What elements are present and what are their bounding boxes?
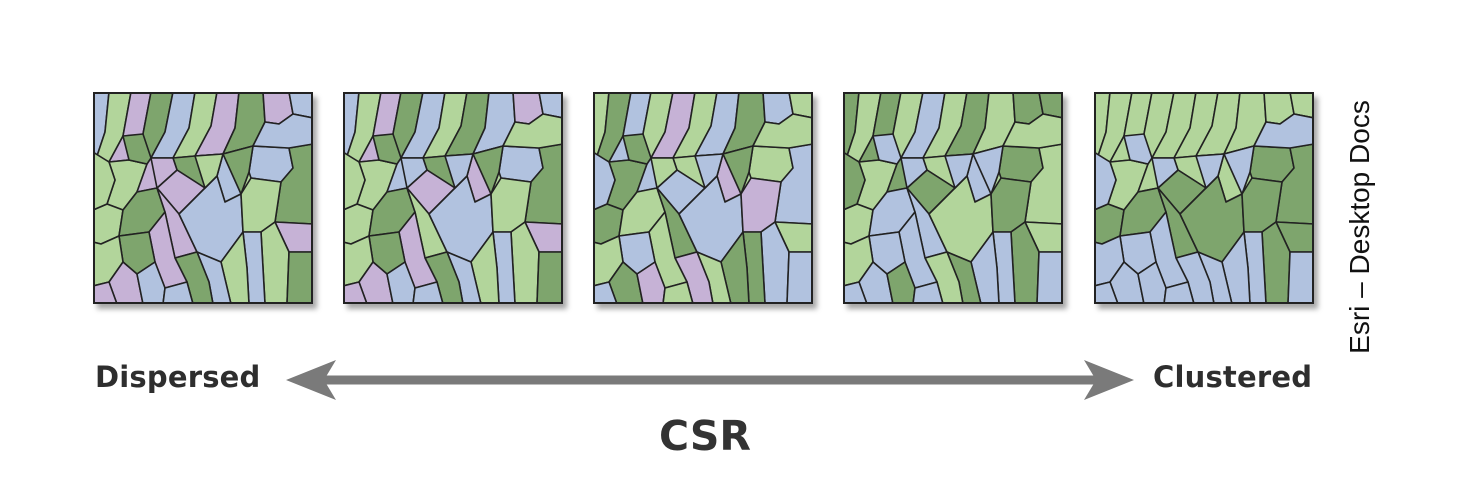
mosaic-polygon bbox=[1195, 153, 1225, 189]
mosaic-polygon bbox=[400, 157, 428, 189]
mosaic-svg bbox=[93, 92, 313, 304]
mosaic-polygon bbox=[536, 251, 563, 304]
mosaic-polygon bbox=[944, 153, 974, 189]
mosaic-polygon bbox=[622, 133, 652, 165]
mosaic-polygon bbox=[843, 151, 866, 211]
mosaic-polygon bbox=[608, 261, 644, 304]
mosaic-polygon bbox=[752, 113, 813, 149]
mosaic-polygon bbox=[858, 261, 894, 304]
mosaic-border bbox=[343, 92, 563, 304]
mosaic-polygon bbox=[222, 145, 254, 195]
pattern-panel-dispersed-moderate bbox=[343, 92, 563, 304]
mosaic-polygon bbox=[1094, 281, 1119, 304]
mosaic-polygon bbox=[786, 251, 813, 304]
mosaic-border bbox=[1094, 92, 1314, 304]
mosaic-polygon bbox=[593, 151, 616, 211]
mosaic-polygon bbox=[662, 281, 694, 304]
mosaic-polygon bbox=[1223, 145, 1255, 195]
mosaic-polygon bbox=[444, 153, 474, 189]
arrow-head-right bbox=[1084, 360, 1134, 400]
mosaic-border bbox=[843, 92, 1063, 304]
mosaic-border bbox=[93, 92, 313, 304]
mosaic-polygon bbox=[900, 157, 928, 189]
pattern-panel-dispersed bbox=[93, 92, 313, 304]
mosaic-svg bbox=[593, 92, 813, 304]
pattern-panel-clustered bbox=[1094, 92, 1314, 304]
mosaic-polygon bbox=[93, 151, 116, 211]
mosaic-polygon bbox=[1038, 92, 1063, 119]
mosaic-polygon bbox=[412, 281, 444, 304]
mosaic-polygon bbox=[288, 92, 313, 119]
arrow-head-left bbox=[286, 360, 336, 400]
mosaic-polygon bbox=[286, 251, 313, 304]
mosaic-polygon bbox=[372, 133, 402, 165]
mosaic-polygon bbox=[93, 281, 118, 304]
mosaic-polygon bbox=[472, 145, 504, 195]
mosaic-polygon bbox=[343, 151, 366, 211]
mosaic-svg bbox=[1094, 92, 1314, 304]
mosaic-polygon bbox=[593, 281, 618, 304]
mosaic-polygon bbox=[694, 153, 724, 189]
csr-label: CSR bbox=[659, 412, 751, 460]
mosaic-polygon bbox=[843, 281, 868, 304]
mosaic-polygon bbox=[1036, 251, 1063, 304]
mosaic-polygon bbox=[358, 261, 394, 304]
mosaic-border bbox=[593, 92, 813, 304]
mosaic-polygon bbox=[162, 281, 194, 304]
mosaic-polygon bbox=[343, 281, 368, 304]
mosaic-polygon bbox=[1094, 151, 1117, 211]
mosaic-polygon bbox=[538, 92, 563, 119]
mosaic-polygon bbox=[194, 153, 224, 189]
double-headed-arrow bbox=[286, 360, 1134, 400]
mosaic-polygon bbox=[1253, 113, 1314, 149]
mosaic-polygon bbox=[1002, 113, 1063, 149]
mosaic-polygon bbox=[150, 157, 178, 189]
mosaic-polygon bbox=[722, 145, 754, 195]
mosaic-polygon bbox=[1163, 281, 1195, 304]
mosaic-polygon bbox=[1151, 157, 1179, 189]
dispersed-label: Dispersed bbox=[95, 360, 261, 394]
mosaic-polygon bbox=[872, 133, 902, 165]
mosaic-polygon bbox=[1287, 251, 1314, 304]
mosaic-polygon bbox=[650, 157, 678, 189]
mosaic-polygon bbox=[972, 145, 1004, 195]
mosaic-polygon bbox=[788, 92, 813, 119]
mosaic-polygon bbox=[108, 261, 144, 304]
mosaic-svg bbox=[343, 92, 563, 304]
mosaic-polygon bbox=[1109, 261, 1145, 304]
pattern-panel-random bbox=[593, 92, 813, 304]
mosaic-polygon bbox=[1123, 133, 1153, 165]
credit-text: Esri – Desktop Docs bbox=[1344, 100, 1375, 354]
mosaic-polygon bbox=[122, 133, 152, 165]
clustered-label: Clustered bbox=[1153, 360, 1313, 394]
mosaic-polygon bbox=[252, 113, 313, 149]
mosaic-polygon bbox=[1289, 92, 1314, 119]
mosaic-svg bbox=[843, 92, 1063, 304]
mosaic-polygon bbox=[912, 281, 944, 304]
pattern-panel-clustered-moderate bbox=[843, 92, 1063, 304]
mosaic-polygon bbox=[502, 113, 563, 149]
